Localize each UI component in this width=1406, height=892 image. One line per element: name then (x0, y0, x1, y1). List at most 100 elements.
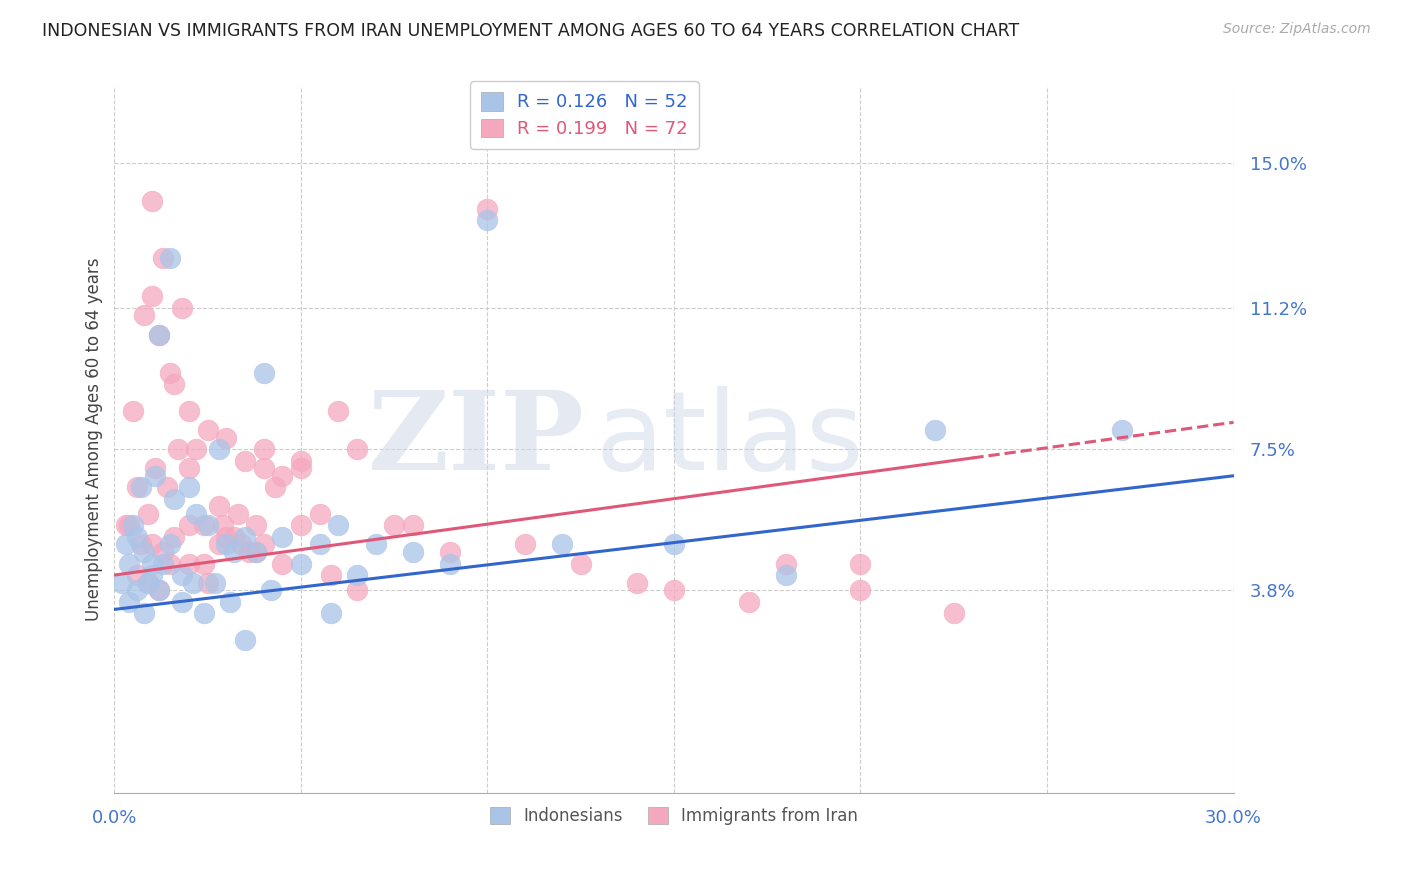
Text: atlas: atlas (596, 386, 865, 493)
Point (364, 537, 387, 551)
Point (737, 595, 759, 609)
Point (163, 530, 186, 544)
Point (253, 366, 276, 380)
Point (319, 606, 342, 620)
Text: Source: ZipAtlas.com: Source: ZipAtlas.com (1223, 22, 1371, 37)
Point (402, 545, 425, 559)
Point (208, 537, 231, 551)
Point (662, 537, 685, 551)
Point (177, 557, 200, 571)
Point (166, 442, 188, 456)
Point (170, 568, 193, 582)
Point (319, 568, 342, 582)
Point (152, 251, 174, 265)
Point (208, 500, 231, 514)
Point (775, 568, 797, 582)
Point (231, 537, 253, 551)
Point (290, 453, 312, 467)
Point (219, 595, 242, 609)
Point (942, 606, 965, 620)
Point (308, 507, 330, 521)
Point (122, 404, 145, 418)
Point (1111, 423, 1133, 437)
Point (775, 557, 797, 571)
Point (136, 507, 159, 521)
Point (118, 595, 141, 609)
Point (233, 453, 256, 467)
Point (439, 557, 461, 571)
Point (346, 568, 368, 582)
Point (148, 327, 170, 342)
Point (328, 404, 350, 418)
Point (177, 480, 200, 494)
Point (477, 213, 499, 227)
Point (253, 537, 276, 551)
Point (626, 575, 648, 590)
Point (233, 530, 256, 544)
Point (197, 423, 219, 437)
Point (145, 461, 167, 475)
Legend: Indonesians, Immigrants from Iran: Indonesians, Immigrants from Iran (482, 799, 866, 834)
Point (551, 537, 574, 551)
Point (114, 537, 136, 551)
Point (152, 545, 174, 559)
Point (245, 545, 267, 559)
Point (156, 480, 179, 494)
Point (170, 301, 193, 315)
Point (245, 545, 267, 559)
Point (211, 518, 233, 533)
Point (271, 530, 294, 544)
Point (186, 442, 208, 456)
Point (134, 545, 156, 559)
Point (159, 557, 181, 571)
Point (163, 491, 186, 506)
Point (141, 194, 163, 208)
Point (148, 583, 170, 598)
Point (215, 530, 238, 544)
Point (193, 518, 215, 533)
Point (260, 583, 283, 598)
Point (136, 575, 159, 590)
Point (159, 537, 181, 551)
Point (134, 606, 156, 620)
Point (129, 480, 152, 494)
Point (181, 575, 204, 590)
Point (253, 442, 276, 456)
Point (177, 404, 200, 418)
Point (253, 461, 276, 475)
Point (346, 442, 368, 456)
Point (193, 557, 215, 571)
Point (125, 530, 148, 544)
Point (849, 557, 872, 571)
Point (141, 537, 163, 551)
Point (163, 377, 186, 392)
Point (208, 442, 231, 456)
Point (402, 518, 425, 533)
Point (197, 518, 219, 533)
Point (170, 595, 193, 609)
Point (263, 480, 285, 494)
Point (233, 632, 256, 647)
Point (177, 518, 200, 533)
Point (136, 575, 159, 590)
Point (159, 251, 181, 265)
Point (271, 557, 294, 571)
Point (141, 289, 163, 303)
Point (290, 557, 312, 571)
Point (141, 557, 163, 571)
Point (193, 606, 215, 620)
Point (226, 507, 249, 521)
Point (177, 461, 200, 475)
Text: ZIP: ZIP (368, 386, 585, 493)
Y-axis label: Unemployment Among Ages 60 to 64 years: Unemployment Among Ages 60 to 64 years (86, 258, 103, 621)
Point (118, 518, 141, 533)
Point (152, 557, 174, 571)
Point (290, 461, 312, 475)
Point (145, 468, 167, 483)
Point (159, 366, 181, 380)
Point (111, 575, 134, 590)
Point (382, 518, 405, 533)
Point (238, 545, 260, 559)
Point (308, 537, 330, 551)
Point (849, 583, 872, 598)
